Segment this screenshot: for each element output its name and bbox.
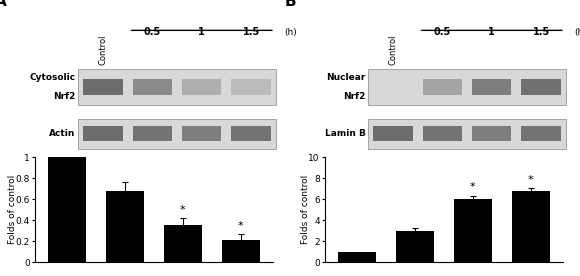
Text: (h): (h) [574,28,580,37]
Text: (h): (h) [284,28,297,37]
Bar [106,191,144,262]
Text: Actin: Actin [49,129,75,138]
Bar [373,79,412,94]
Bar [78,69,276,105]
Text: B: B [285,0,296,9]
Text: A: A [0,0,6,9]
Text: Cytosolic: Cytosolic [29,73,75,82]
Text: Control: Control [389,34,397,65]
Bar [182,126,222,141]
Y-axis label: Folds of control: Folds of control [301,175,310,244]
Text: Nuclear: Nuclear [326,73,365,82]
Text: *: * [180,205,186,215]
Text: 0.5: 0.5 [434,27,451,37]
Text: 1: 1 [488,27,495,37]
Bar [368,69,566,105]
Bar [83,126,122,141]
Text: Lamin B: Lamin B [325,129,365,138]
Text: Control: Control [99,34,107,65]
Text: *: * [238,221,244,231]
Y-axis label: Folds of control: Folds of control [8,175,17,244]
Text: Nrf2: Nrf2 [53,92,75,101]
Bar [368,119,566,149]
Bar [83,79,122,94]
Bar [512,191,550,262]
Bar [472,79,512,94]
Bar [472,126,512,141]
Bar [423,126,462,141]
Text: 1.5: 1.5 [532,27,550,37]
Text: *: * [528,175,534,185]
Bar [521,126,561,141]
Bar [396,231,434,262]
Text: 1: 1 [198,27,205,37]
Bar [78,119,276,149]
Bar [48,157,86,262]
Bar [222,240,259,262]
Bar [231,79,271,94]
Bar [454,199,492,262]
Bar [133,126,172,141]
Text: 1.5: 1.5 [242,27,260,37]
Bar [231,126,271,141]
Bar [338,252,376,262]
Text: *: * [470,182,476,192]
Bar [133,79,172,94]
Bar [521,79,561,94]
Text: Nrf2: Nrf2 [343,92,365,101]
Bar [182,79,222,94]
Text: 0.5: 0.5 [144,27,161,37]
Bar [423,79,462,94]
Bar [373,126,412,141]
Bar [164,225,202,262]
